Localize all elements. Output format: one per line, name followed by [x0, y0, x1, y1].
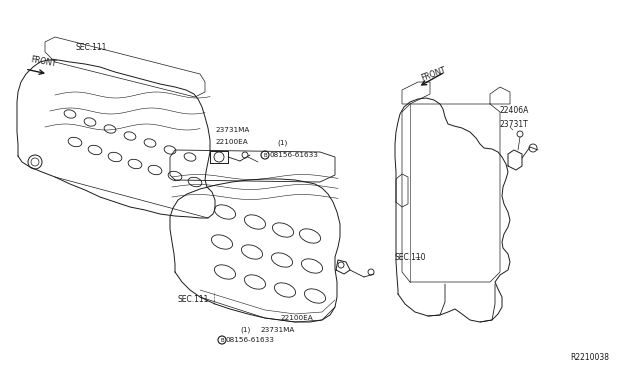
Text: 23731MA: 23731MA	[260, 327, 294, 333]
Text: 23731T: 23731T	[500, 119, 529, 128]
Text: 22406A: 22406A	[500, 106, 529, 115]
Text: 23731MA: 23731MA	[215, 127, 250, 133]
Text: SEC.111: SEC.111	[178, 295, 209, 305]
Text: R2210038: R2210038	[570, 353, 609, 362]
Text: 22100EA: 22100EA	[215, 139, 248, 145]
Text: SEC.111: SEC.111	[75, 42, 106, 51]
Text: SEC.110: SEC.110	[395, 253, 426, 262]
Text: (1): (1)	[277, 140, 287, 146]
Text: (1): (1)	[240, 327, 250, 333]
Text: B: B	[220, 337, 224, 343]
Text: FRONT: FRONT	[30, 55, 57, 69]
Text: 08156-61633: 08156-61633	[226, 337, 275, 343]
Text: B: B	[263, 153, 267, 157]
Text: 08156-61633: 08156-61633	[270, 152, 319, 158]
Text: 22100EA: 22100EA	[280, 315, 313, 321]
Text: FRONT: FRONT	[420, 65, 447, 83]
